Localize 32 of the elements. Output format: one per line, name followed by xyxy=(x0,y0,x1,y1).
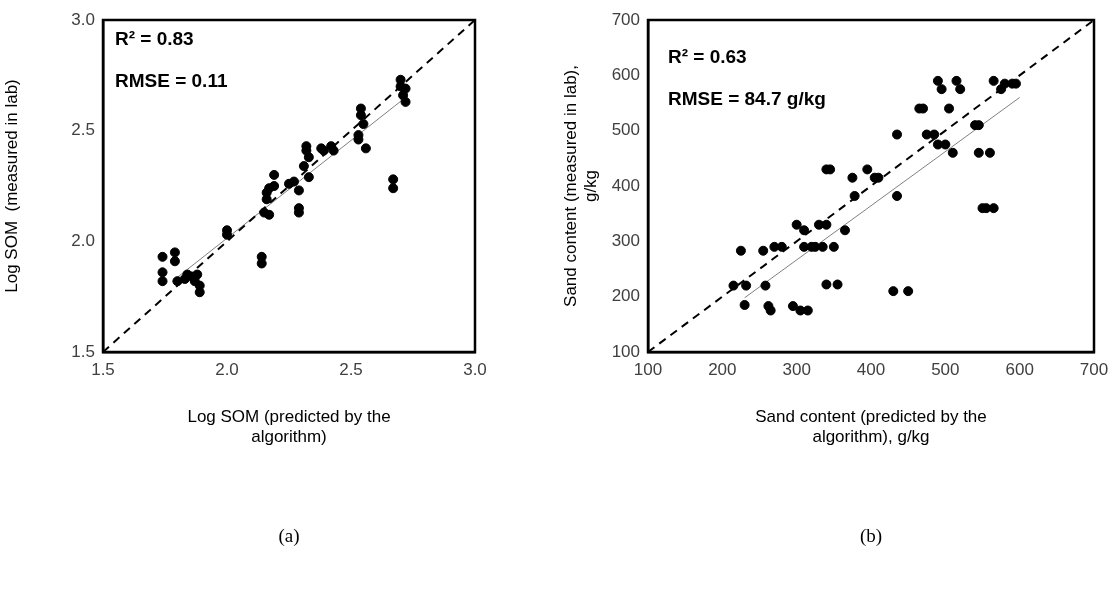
y-tick-label: 2.0 xyxy=(71,231,95,251)
y-tick-label: 1.5 xyxy=(71,341,95,361)
x-tick-label: 600 xyxy=(1005,359,1034,379)
x-tick-label: 1.5 xyxy=(91,359,115,379)
x-tick-label: 200 xyxy=(708,359,737,379)
y-tick-label: 500 xyxy=(611,120,640,140)
annotation: R² = 0.83 xyxy=(115,27,194,49)
text: (b) xyxy=(859,525,883,548)
x-tick-label: 400 xyxy=(856,359,886,379)
annotation: RMSE = 0.11 xyxy=(115,69,228,91)
x-axis-title: Log SOM (predicted by the algorithm) xyxy=(187,407,391,447)
y-tick-label: 700 xyxy=(611,9,640,29)
x-tick-label: 300 xyxy=(782,359,811,379)
x-tick-label: 100 xyxy=(633,359,663,379)
x-tick-label: 500 xyxy=(931,359,960,379)
y-tick-label: 200 xyxy=(611,286,640,306)
y-tick-label: 2.5 xyxy=(71,120,95,140)
x-tick-label: 2.0 xyxy=(215,359,239,379)
x-tick-label: 3.0 xyxy=(463,359,487,379)
y-tick-label: 3.0 xyxy=(71,9,95,29)
x-tick-label: 700 xyxy=(1079,359,1109,379)
y-axis-title: Sand content (measured in lab), g/kg xyxy=(560,65,601,307)
y-tick-label: 400 xyxy=(611,175,640,195)
annotation: RMSE = 84.7 g/kg xyxy=(668,87,826,109)
x-tick-label: 2.5 xyxy=(339,359,363,379)
y-tick-label: 100 xyxy=(611,341,640,361)
x-axis-title: Sand content (predicted by the algorithm), g/kg xyxy=(755,407,987,447)
y-tick-label: 300 xyxy=(611,231,640,251)
annotation: R² = 0.63 xyxy=(668,45,747,67)
y-tick-label: 600 xyxy=(611,65,640,85)
text: (a) xyxy=(278,525,300,548)
y-axis-title: Log SOM (measured in lab) xyxy=(1,79,21,293)
